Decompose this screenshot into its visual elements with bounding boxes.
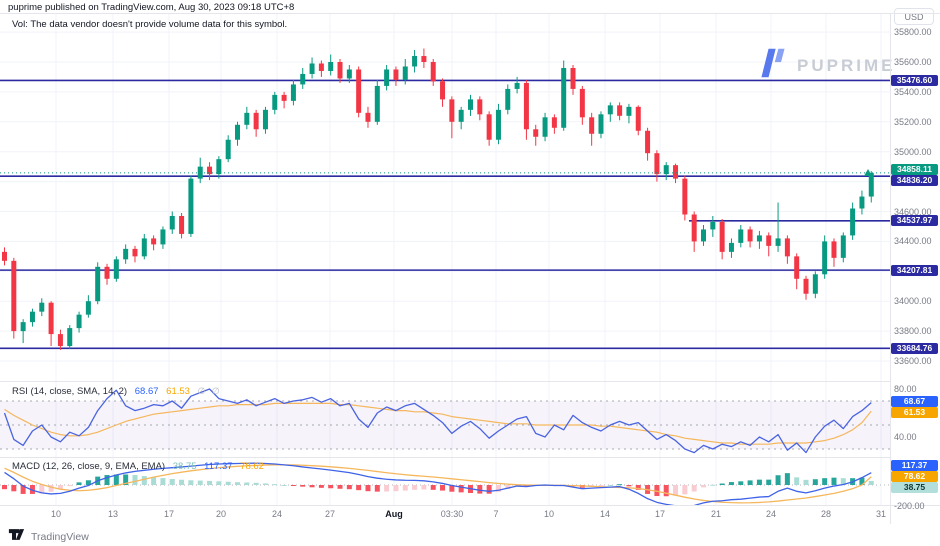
macd-legend: MACD (12, 26, close, 9, EMA, EMA) 38.75 … [12, 461, 269, 472]
macd-line-value: 117.37 [204, 461, 233, 472]
time-axis-label: 14 [599, 509, 611, 519]
time-axis-label: 13 [107, 509, 119, 519]
price-level-badge: 34537.97 [891, 215, 938, 227]
rsi-value-badge: 61.53 [891, 406, 938, 418]
macd-pane-separator[interactable] [0, 457, 890, 458]
time-axis-separator [0, 505, 940, 506]
rsi-axis-label: 80.00 [894, 384, 917, 394]
macd-value-badge: 38.75 [891, 482, 938, 494]
tradingview-brand: TradingView [31, 531, 89, 543]
price-level-badge: 34836.20 [891, 174, 938, 186]
rsi-value: 68.67 [134, 386, 159, 397]
puprime-watermark: PUPRIME [757, 47, 895, 84]
time-axis-label: 03:30 [440, 509, 464, 519]
rsi-legend-title: RSI (14, close, SMA, 14, 2) [12, 386, 128, 397]
price-axis-label: 35000.00 [894, 146, 932, 157]
macd-axis-label: -200.00 [894, 501, 925, 511]
currency-label: USD [894, 8, 934, 25]
time-axis-label: 21 [710, 509, 722, 519]
price-axis-label: 34600.00 [894, 206, 932, 217]
price-level-badge: 34207.81 [891, 264, 938, 276]
time-axis-label: 24 [271, 509, 283, 519]
rsi-axis-label: 40.00 [894, 432, 917, 442]
price-axis-label: 33600.00 [894, 356, 932, 366]
macd-value-badge: 78.62 [891, 471, 938, 483]
time-axis-label: 17 [163, 509, 175, 519]
time-axis-label: 10 [543, 509, 555, 519]
time-axis-label: 27 [324, 509, 336, 519]
price-level-badge: 35476.60 [891, 74, 938, 86]
time-axis-label: 31 [875, 509, 887, 519]
price-axis-label: 34400.00 [894, 236, 932, 247]
rsi-legend: RSI (14, close, SMA, 14, 2) 68.67 61.53 … [12, 386, 227, 397]
time-axis-label: Aug [385, 509, 403, 519]
time-axis-label: 24 [765, 509, 777, 519]
title-separator [0, 13, 940, 14]
price-axis-label: 35600.00 [894, 57, 932, 67]
time-axis-label: 7 [493, 509, 499, 519]
price-axis-label: 35800.00 [894, 27, 932, 38]
price-axis-label: 34000.00 [894, 296, 932, 307]
volume-note: Vol: The data vendor doesn't provide vol… [12, 19, 288, 30]
publish-info: puprime published on TradingView.com, Au… [8, 2, 295, 13]
macd-value-badge: 117.37 [891, 460, 938, 472]
price-axis-label: 33800.00 [894, 326, 932, 337]
macd-signal-value: 78.62 [240, 461, 264, 472]
rsi-legend-icons[interactable]: ∅ ∅ [197, 386, 222, 396]
tradingview-logo-icon [8, 528, 25, 546]
watermark-text: PUPRIME [797, 55, 896, 75]
price-axis-label: 35400.00 [894, 86, 932, 97]
time-axis-label: 20 [215, 509, 227, 519]
price-level-badge: 33684.76 [891, 342, 938, 354]
time-axis-label: 28 [820, 509, 832, 519]
puprime-logo-icon [757, 47, 789, 84]
price-axis-separator [890, 13, 891, 524]
rsi-sma-value: 61.53 [166, 386, 190, 397]
time-axis-label: 17 [654, 509, 666, 519]
rsi-pane-separator[interactable] [0, 381, 890, 382]
price-axis-label: 35200.00 [894, 116, 932, 127]
time-axis-label: 10 [50, 509, 62, 519]
macd-legend-title: MACD (12, 26, close, 9, EMA, EMA) [12, 461, 166, 472]
macd-hist-value: 38.75 [172, 461, 197, 472]
tradingview-attribution[interactable]: TradingView [8, 528, 89, 546]
price-level-badge: 34858.11 [891, 163, 938, 175]
rsi-value-badge: 68.67 [891, 395, 938, 407]
